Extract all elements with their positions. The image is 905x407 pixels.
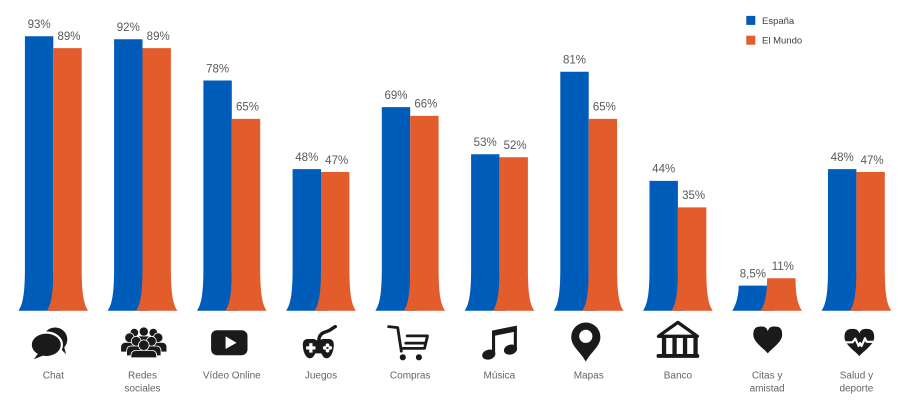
svg-text:El Mundo: El Mundo xyxy=(762,36,802,47)
svg-text:47%: 47% xyxy=(861,155,884,167)
svg-text:65%: 65% xyxy=(593,102,616,114)
svg-text:8,5%: 8,5% xyxy=(740,268,766,280)
svg-text:Chat: Chat xyxy=(43,370,64,381)
svg-text:81%: 81% xyxy=(563,55,586,67)
svg-text:48%: 48% xyxy=(831,152,854,164)
svg-text:Redes: Redes xyxy=(128,370,157,381)
svg-text:65%: 65% xyxy=(236,102,259,114)
svg-text:89%: 89% xyxy=(57,31,80,43)
svg-text:deporte: deporte xyxy=(839,383,873,394)
svg-text:11%: 11% xyxy=(772,261,794,273)
svg-text:92%: 92% xyxy=(117,22,140,34)
svg-text:Juegos: Juegos xyxy=(305,370,337,381)
svg-text:93%: 93% xyxy=(28,19,51,31)
svg-text:69%: 69% xyxy=(384,90,407,102)
svg-text:35%: 35% xyxy=(682,190,705,202)
svg-text:Vídeo Online: Vídeo Online xyxy=(203,370,261,381)
svg-text:53%: 53% xyxy=(474,137,497,149)
svg-text:89%: 89% xyxy=(147,31,170,43)
svg-text:48%: 48% xyxy=(295,152,318,164)
svg-text:66%: 66% xyxy=(414,99,437,111)
svg-text:44%: 44% xyxy=(652,164,675,176)
svg-text:78%: 78% xyxy=(206,63,229,75)
svg-text:Banco: Banco xyxy=(664,370,693,381)
svg-text:52%: 52% xyxy=(504,140,527,152)
svg-text:Compras: Compras xyxy=(390,370,431,381)
svg-text:Mapas: Mapas xyxy=(574,370,604,381)
svg-text:Citas y: Citas y xyxy=(752,370,783,381)
svg-text:sociales: sociales xyxy=(124,383,160,394)
svg-text:España: España xyxy=(762,16,795,27)
svg-text:amistad: amistad xyxy=(750,383,785,394)
svg-text:Música: Música xyxy=(484,370,516,381)
svg-text:Salud y: Salud y xyxy=(840,370,873,381)
svg-text:47%: 47% xyxy=(325,155,348,167)
